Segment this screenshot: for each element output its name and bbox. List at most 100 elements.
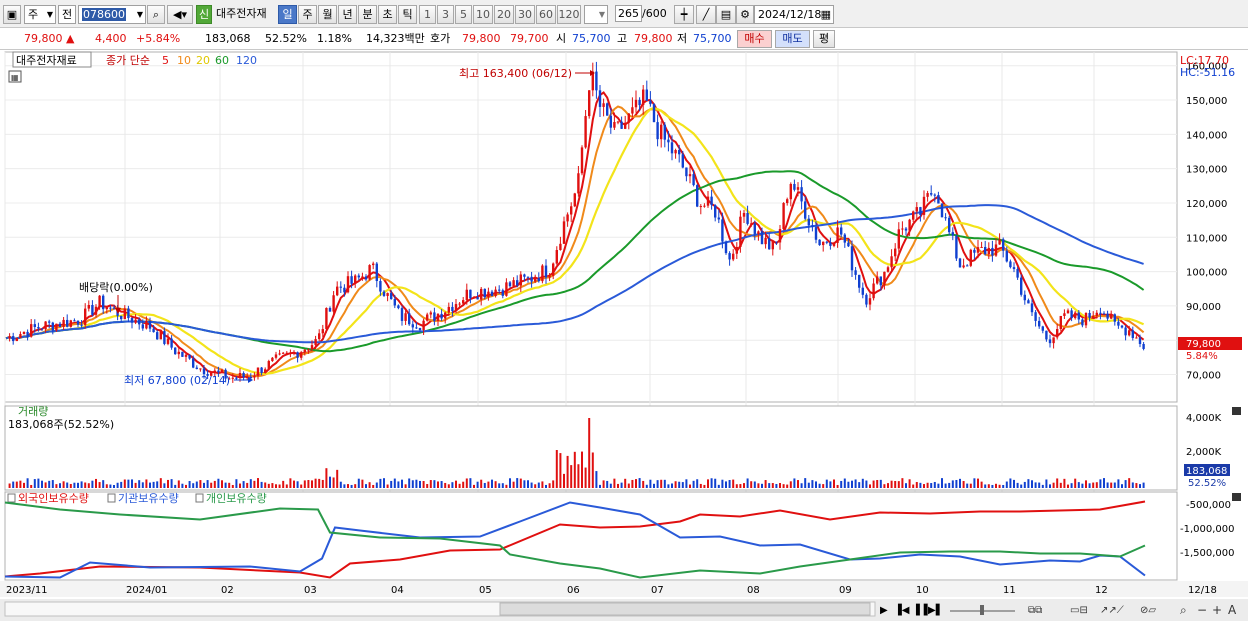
interval-5-button[interactable]: 5 xyxy=(455,5,472,24)
pause-icon[interactable]: ▐▐ xyxy=(912,603,928,616)
interval-120-button[interactable]: 120 xyxy=(557,5,581,24)
volume-bar xyxy=(681,482,684,488)
candle-body xyxy=(984,246,987,255)
scrollbar-thumb[interactable] xyxy=(499,602,871,616)
volume-bar xyxy=(872,480,875,488)
sell-button[interactable]: 매도 xyxy=(775,30,810,48)
candle-body xyxy=(321,329,324,334)
chart-menu-icon[interactable]: ▣ xyxy=(3,5,21,24)
interval-20-button[interactable]: 20 xyxy=(494,5,514,24)
interval-30-button[interactable]: 30 xyxy=(515,5,535,24)
volume-bar xyxy=(969,483,972,488)
candle-body xyxy=(73,320,76,322)
candle-body xyxy=(339,286,342,288)
candle-body xyxy=(469,289,472,299)
volume-panel[interactable] xyxy=(4,405,1178,491)
zoom-out-icon[interactable]: − xyxy=(1197,603,1207,617)
candle-body xyxy=(598,90,602,107)
eval-button[interactable]: 평 xyxy=(813,30,835,48)
speaker-icon[interactable]: ◀▾ xyxy=(167,5,193,24)
candle-type-icon[interactable]: ┿ xyxy=(674,5,694,24)
calculator-icon[interactable] xyxy=(8,70,22,83)
chart-canvas[interactable]: 160,000 150,000 140,000 130,000 120,000 110,0… xyxy=(0,50,1248,621)
search-icon[interactable]: ⌕ xyxy=(147,5,165,24)
volume-bar xyxy=(858,482,861,488)
volume-bar xyxy=(617,483,619,488)
layout-icon[interactable]: ⧉⧉ xyxy=(1028,605,1042,616)
candle-body xyxy=(1063,313,1066,316)
candles xyxy=(8,61,1145,383)
candle-body xyxy=(544,265,548,278)
candle-body xyxy=(534,278,537,282)
market-select[interactable]: 주 ▼ xyxy=(24,5,56,24)
bar-count-value: 265 xyxy=(615,5,642,22)
compare-icon[interactable]: ▭⊟ xyxy=(1070,605,1088,616)
interval-60-button[interactable]: 60 xyxy=(536,5,556,24)
scroll-prev-icon[interactable]: ▐◀ xyxy=(894,603,910,616)
date-field[interactable]: 2024/12/18 ▦ xyxy=(754,5,834,24)
volume-bar xyxy=(350,484,353,488)
period-year-button[interactable]: 년 xyxy=(338,5,357,24)
save-icon[interactable]: ▤ xyxy=(716,5,736,24)
draw-line-icon[interactable]: ↗↗⟋ xyxy=(1100,605,1124,616)
candle-body xyxy=(926,193,929,197)
candle-body xyxy=(825,241,828,243)
zoom-slider-handle[interactable] xyxy=(980,605,984,615)
volume-bar xyxy=(77,482,79,488)
volume-bar xyxy=(440,481,443,488)
x-axis-label: 08 xyxy=(747,585,760,596)
candle-body xyxy=(1113,314,1116,322)
period-minute-button[interactable]: 분 xyxy=(358,5,377,24)
volume-bar xyxy=(761,483,763,488)
volume-bar xyxy=(653,483,655,488)
volume-bar xyxy=(1023,481,1026,488)
candle-body xyxy=(724,241,728,254)
lc-value: LC:17.70 xyxy=(1180,54,1229,67)
interval-10-button[interactable]: 10 xyxy=(473,5,493,24)
period-tick-button[interactable]: 틱 xyxy=(398,5,417,24)
candle-body xyxy=(336,286,339,296)
interval-3-button[interactable]: 3 xyxy=(437,5,454,24)
font-size-icon[interactable]: A xyxy=(1228,603,1237,617)
draw-tool-icon[interactable]: ⊘▱ xyxy=(1140,605,1156,616)
scroll-next-icon[interactable]: ▶▌ xyxy=(928,603,943,616)
holdings-panel-close-icon[interactable] xyxy=(1232,493,1241,501)
volume-bar xyxy=(1013,479,1015,488)
scroll-right-icon[interactable]: ▶ xyxy=(880,605,888,616)
type-select[interactable]: 전 xyxy=(58,5,76,24)
candle-body xyxy=(94,306,98,315)
stock-code-input[interactable]: 078600 ▼ xyxy=(78,5,146,24)
volume-bar xyxy=(746,478,749,488)
candle-body xyxy=(775,241,778,243)
gear-icon[interactable]: ⚙ xyxy=(736,5,754,24)
candle-body xyxy=(1110,314,1113,319)
candle-body xyxy=(1020,277,1023,295)
period-day-button[interactable]: 일 xyxy=(278,5,297,24)
volume-bar xyxy=(1106,482,1109,488)
volume-bar xyxy=(527,480,529,488)
chart-area[interactable]: 160,000 150,000 140,000 130,000 120,000 110,0… xyxy=(0,50,1248,621)
stock-name-field[interactable]: 대주전자재 xyxy=(216,7,267,20)
ma-10-legend: 10 xyxy=(177,54,191,67)
candle-body xyxy=(786,199,789,204)
volume-bar xyxy=(393,478,396,488)
buy-button[interactable]: 매수 xyxy=(737,30,772,48)
period-month-button[interactable]: 월 xyxy=(318,5,337,24)
candle-body xyxy=(1002,239,1005,251)
search-icon[interactable]: ⌕ xyxy=(1180,603,1187,617)
bar-count-field[interactable]: 265/600 xyxy=(612,5,668,24)
period-week-button[interactable]: 주 xyxy=(298,5,317,24)
volume-bar xyxy=(134,482,137,488)
candle-body xyxy=(714,205,717,218)
candle-body xyxy=(868,298,872,305)
interval-1-button[interactable]: 1 xyxy=(419,5,436,24)
ma-20-legend: 20 xyxy=(196,54,210,67)
candle-body xyxy=(991,247,994,256)
volume-bar xyxy=(138,480,141,488)
volume-panel-close-icon[interactable] xyxy=(1232,407,1241,415)
price-tick-label: 120,000 xyxy=(1186,199,1227,210)
custom-interval-select[interactable]: ▼ xyxy=(584,5,608,24)
zoom-in-icon[interactable]: + xyxy=(1212,603,1222,617)
draw-tool-icon[interactable]: ╱ xyxy=(696,5,716,24)
period-second-button[interactable]: 초 xyxy=(378,5,397,24)
